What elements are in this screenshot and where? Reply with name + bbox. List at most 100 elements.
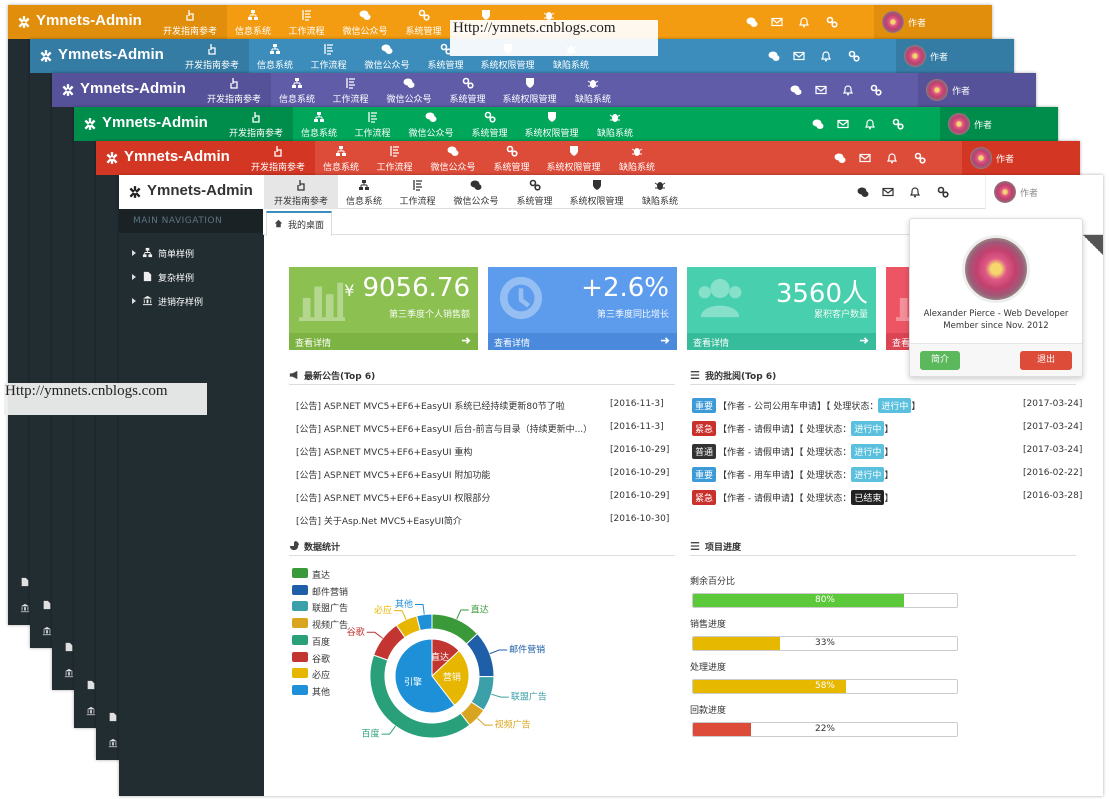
menu-item[interactable]: 信息系统 xyxy=(249,39,301,73)
nav-icon[interactable] xyxy=(842,84,854,96)
approval-row[interactable]: 紧急 【作者 - 请假申请】【 处理状态： 进行中】 xyxy=(692,421,893,436)
icon-shape xyxy=(317,112,321,115)
nav-icon[interactable] xyxy=(746,16,758,28)
menu-item[interactable]: 工作流程 xyxy=(367,141,422,175)
tab[interactable]: 我的桌面 xyxy=(266,211,332,236)
menu-item[interactable]: 系统权限管理 xyxy=(539,141,608,175)
nav-icon[interactable] xyxy=(892,118,904,130)
menu-item[interactable]: 开发指南参考 xyxy=(175,39,249,73)
icon xyxy=(412,180,422,191)
menu-item[interactable]: 系统权限管理 xyxy=(562,175,631,209)
card-footer[interactable]: 查看详情 xyxy=(488,333,677,350)
nav-item[interactable]: 进销存样例 xyxy=(119,291,264,311)
menu-item[interactable]: 信息系统 xyxy=(271,73,323,107)
nav-icon[interactable] xyxy=(909,186,921,198)
nav-icon[interactable] xyxy=(798,16,810,28)
nav-icon[interactable] xyxy=(820,50,832,62)
menu-item[interactable]: 缺陷系统 xyxy=(586,107,644,141)
menu-item[interactable]: 微信公众号 xyxy=(400,107,462,141)
menu-label: 系统权限管理 xyxy=(480,61,535,71)
card-footer[interactable]: 查看详情 xyxy=(687,333,876,350)
menu-item[interactable]: 开发指南参考 xyxy=(264,175,338,209)
notice-text[interactable]: [公告] ASP.NET MVC5+EF6+EasyUI 附加功能 xyxy=(296,471,491,481)
approval-row[interactable]: 重要 【作者 - 公司公用车申请】【 处理状态： 进行中】 xyxy=(692,398,920,413)
user-menu[interactable]: 作者 xyxy=(896,39,1014,73)
menu-item[interactable]: 微信公众号 xyxy=(445,175,507,209)
approval-row[interactable]: 紧急 【作者 - 请假申请】【 处理状态： 已结束】 xyxy=(692,490,893,505)
nav-icon[interactable] xyxy=(826,16,838,28)
icon xyxy=(481,10,490,20)
notice-text[interactable]: [公告] ASP.NET MVC5+EF6+EasyUI 后台-前言与目录（持续… xyxy=(296,425,593,435)
nav-icon[interactable] xyxy=(859,152,871,164)
notice-text[interactable]: [公告] 关于Asp.Net MVC5+EasyUI简介 xyxy=(296,517,462,527)
nav-item[interactable]: 简单样例 xyxy=(119,243,264,263)
nav-icon[interactable] xyxy=(815,84,827,96)
notice-text[interactable]: [公告] ASP.NET MVC5+EF6+EasyUI 系统已经持续更新80节… xyxy=(296,402,565,412)
menu-item[interactable]: 信息系统 xyxy=(338,175,390,209)
menu-item[interactable]: 工作流程 xyxy=(301,39,356,73)
icon xyxy=(289,541,299,551)
menu-item[interactable]: 缺陷系统 xyxy=(564,73,622,107)
menu-item[interactable]: 工作流程 xyxy=(323,73,378,107)
menu-item[interactable]: 工作流程 xyxy=(390,175,445,209)
menu-item[interactable]: 微信公众号 xyxy=(378,73,440,107)
menu-item[interactable]: 工作流程 xyxy=(345,107,400,141)
notice-text[interactable]: [公告] ASP.NET MVC5+EF6+EasyUI 权限部分 xyxy=(296,494,491,504)
user-menu[interactable]: 作者 xyxy=(962,141,1080,175)
nav-icon[interactable] xyxy=(870,84,882,96)
menu-item[interactable]: 工作流程 xyxy=(279,5,334,39)
menu-item[interactable]: 缺陷系统 xyxy=(608,141,666,175)
nav-icon[interactable] xyxy=(768,50,780,62)
menu-item[interactable]: 开发指南参考 xyxy=(153,5,227,39)
approval-row[interactable]: 重要 【作者 - 用车申请】【 处理状态： 进行中】 xyxy=(692,467,893,482)
menu-item[interactable]: 微信公众号 xyxy=(422,141,484,175)
user-menu[interactable]: 作者 xyxy=(874,5,992,39)
menu-item[interactable]: 信息系统 xyxy=(315,141,367,175)
approval-row[interactable]: 普通 【作者 - 请假申请】【 处理状态： 进行中】 xyxy=(692,444,893,459)
notice-text[interactable]: [公告] ASP.NET MVC5+EF6+EasyUI 重构 xyxy=(296,448,473,458)
menu-item[interactable]: 系统管理 xyxy=(440,73,495,107)
profile-button[interactable]: 简介 xyxy=(920,351,960,370)
icon-shape xyxy=(882,188,894,194)
nav-icon[interactable] xyxy=(882,186,894,198)
icon-shape xyxy=(342,153,346,156)
user-menu[interactable]: 作者 xyxy=(918,73,1036,107)
menu-item[interactable]: 系统管理 xyxy=(507,175,562,209)
menu-item[interactable]: 开发指南参考 xyxy=(241,141,315,175)
icon xyxy=(865,119,875,130)
profile-button[interactable]: 退出 xyxy=(1020,351,1072,370)
menu-item[interactable]: 系统管理 xyxy=(484,141,539,175)
menu-item[interactable]: 开发指南参考 xyxy=(197,73,271,107)
nav-icon[interactable] xyxy=(837,118,849,130)
menu-item[interactable]: 微信公众号 xyxy=(334,5,396,39)
menu-item[interactable]: 微信公众号 xyxy=(356,39,418,73)
card-link: 查看详情 xyxy=(295,339,332,349)
nav-icon[interactable] xyxy=(864,118,876,130)
nav-icon[interactable] xyxy=(834,152,846,164)
nav-icon[interactable] xyxy=(937,186,949,198)
menu-item[interactable]: 系统权限管理 xyxy=(495,73,564,107)
nav-item[interactable]: 复杂样例 xyxy=(119,267,264,287)
menu-label: 系统管理 xyxy=(405,27,442,37)
menu-item[interactable]: 信息系统 xyxy=(227,5,279,39)
menu-item[interactable]: 系统管理 xyxy=(396,5,451,39)
user-menu[interactable]: 作者 xyxy=(985,175,1103,209)
menu-item[interactable]: 系统权限管理 xyxy=(517,107,586,141)
menu-item[interactable]: 缺陷系统 xyxy=(631,175,689,209)
nav-icon[interactable] xyxy=(848,50,860,62)
card-footer[interactable]: 查看详情 xyxy=(289,333,478,350)
nav-icon[interactable] xyxy=(793,50,805,62)
icon xyxy=(569,146,578,156)
nav-icon[interactable] xyxy=(857,186,869,198)
nav-icon[interactable] xyxy=(790,84,802,96)
nav-icon[interactable] xyxy=(886,152,898,164)
user-menu[interactable]: 作者 xyxy=(940,107,1058,141)
icon xyxy=(834,153,846,163)
menu-item[interactable]: 信息系统 xyxy=(293,107,345,141)
menu-item[interactable]: 系统管理 xyxy=(462,107,517,141)
nav-icon[interactable] xyxy=(914,152,926,164)
nav-icon[interactable] xyxy=(812,118,824,130)
icon-shape xyxy=(429,116,437,122)
menu-item[interactable]: 开发指南参考 xyxy=(219,107,293,141)
nav-icon[interactable] xyxy=(771,16,783,28)
